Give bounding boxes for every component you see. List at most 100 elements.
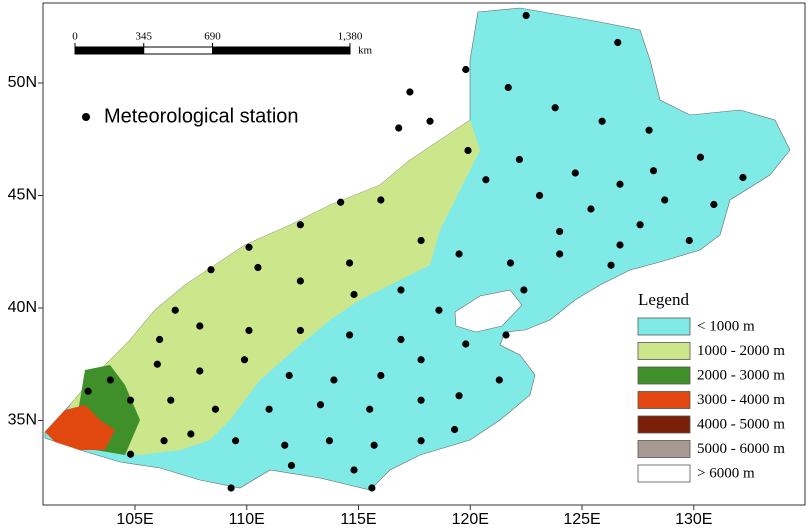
station-dot <box>520 286 528 294</box>
station-dot <box>265 405 273 413</box>
station-dot <box>254 263 262 272</box>
lat-label: 35N <box>8 412 37 429</box>
station-dot <box>397 286 405 294</box>
station-dot <box>598 117 606 125</box>
station-dot <box>417 236 425 245</box>
station-dot <box>587 205 595 213</box>
station-dot <box>285 371 293 380</box>
station-dot <box>296 277 304 285</box>
lat-label: 50N <box>8 74 37 91</box>
station-dot <box>649 167 658 175</box>
station-dot <box>435 306 443 314</box>
lon-label: 110E <box>229 511 265 528</box>
station-dot <box>377 371 385 380</box>
station-dot <box>417 396 425 404</box>
station-dot <box>417 356 425 364</box>
station-dot <box>556 227 564 236</box>
scale-label: 1,380 <box>338 31 363 43</box>
scale-segment <box>74 46 145 55</box>
legend-swatch <box>637 317 691 336</box>
station-dot <box>240 356 249 364</box>
legend-swatch <box>637 440 691 458</box>
station-dot <box>153 360 161 368</box>
station-dot <box>207 266 215 274</box>
station-dot <box>187 430 195 438</box>
station-dot <box>455 250 463 258</box>
station-dot <box>616 241 624 249</box>
station-dot <box>167 396 175 404</box>
station-dot <box>506 259 515 267</box>
legend-label: 3000 - 4000 m <box>697 392 785 408</box>
legend-swatch <box>637 391 691 409</box>
station-dot <box>551 104 559 112</box>
station-dot <box>337 198 345 206</box>
legend-label: 2000 - 3000 m <box>697 367 785 383</box>
station-dot <box>350 466 358 474</box>
station-dot <box>556 250 564 258</box>
station-dot <box>696 153 705 161</box>
station-dot <box>502 331 510 339</box>
station-label: Meteorological station <box>104 105 299 127</box>
station-dot <box>685 236 693 245</box>
lon-label: 105E <box>116 511 153 528</box>
lat-label: 40N <box>8 299 37 316</box>
station-dot <box>645 126 653 134</box>
station-dot <box>84 387 92 395</box>
station-dot <box>462 65 470 74</box>
legend-label: > 6000 m <box>697 465 755 481</box>
legend-label: 4000 - 5000 m <box>697 416 785 432</box>
lat-label: 45N <box>8 187 37 204</box>
lon-label: 115E <box>340 511 376 528</box>
station-dot <box>535 191 544 200</box>
legend-label: < 1000 m <box>697 318 755 334</box>
station-dot <box>462 340 470 348</box>
scale-label: 690 <box>204 31 221 43</box>
legend-label: 1000 - 2000 m <box>697 343 785 359</box>
station-dot <box>607 261 615 269</box>
legend-swatch <box>637 342 691 360</box>
legend-label: 5000 - 6000 m <box>697 441 785 457</box>
station-dot <box>395 124 403 132</box>
station-dot <box>345 331 354 339</box>
station-dot <box>345 259 354 267</box>
scale-label: 0 <box>72 31 78 43</box>
station-dot <box>316 401 325 409</box>
station-dot <box>571 169 579 177</box>
station-dot <box>227 484 235 492</box>
station-dot <box>211 405 220 413</box>
station-dot <box>160 437 168 445</box>
scale-unit: km <box>358 45 373 57</box>
station-dot <box>196 367 204 375</box>
station-dot <box>366 405 374 413</box>
station-dot <box>281 441 289 449</box>
station-dot <box>504 83 512 92</box>
station-dot <box>350 290 358 299</box>
station-dot <box>245 243 253 251</box>
station-dot <box>426 117 434 125</box>
station-dot <box>245 326 253 335</box>
station-dot <box>636 221 644 229</box>
station-dot <box>296 221 304 229</box>
station-dot <box>661 196 669 204</box>
station-dot <box>196 322 204 330</box>
station-dot <box>330 376 338 384</box>
legend-swatch <box>637 464 691 483</box>
bohai-sea <box>454 289 523 333</box>
station-dot <box>171 306 179 314</box>
station-dot <box>515 155 524 164</box>
station-legend-dot <box>82 113 90 121</box>
station-dot <box>106 376 115 384</box>
station-dot <box>368 484 376 492</box>
station-dot <box>231 437 240 445</box>
station-dot <box>455 392 463 400</box>
scale-segment <box>212 46 351 55</box>
station-dot <box>325 437 334 445</box>
scale-label: 345 <box>136 31 153 43</box>
lon-label: 125E <box>563 511 600 528</box>
station-dot <box>287 461 296 470</box>
station-dot <box>710 200 718 209</box>
scale-segment <box>143 46 213 55</box>
station-dot <box>126 450 135 458</box>
station-dot <box>451 425 459 434</box>
